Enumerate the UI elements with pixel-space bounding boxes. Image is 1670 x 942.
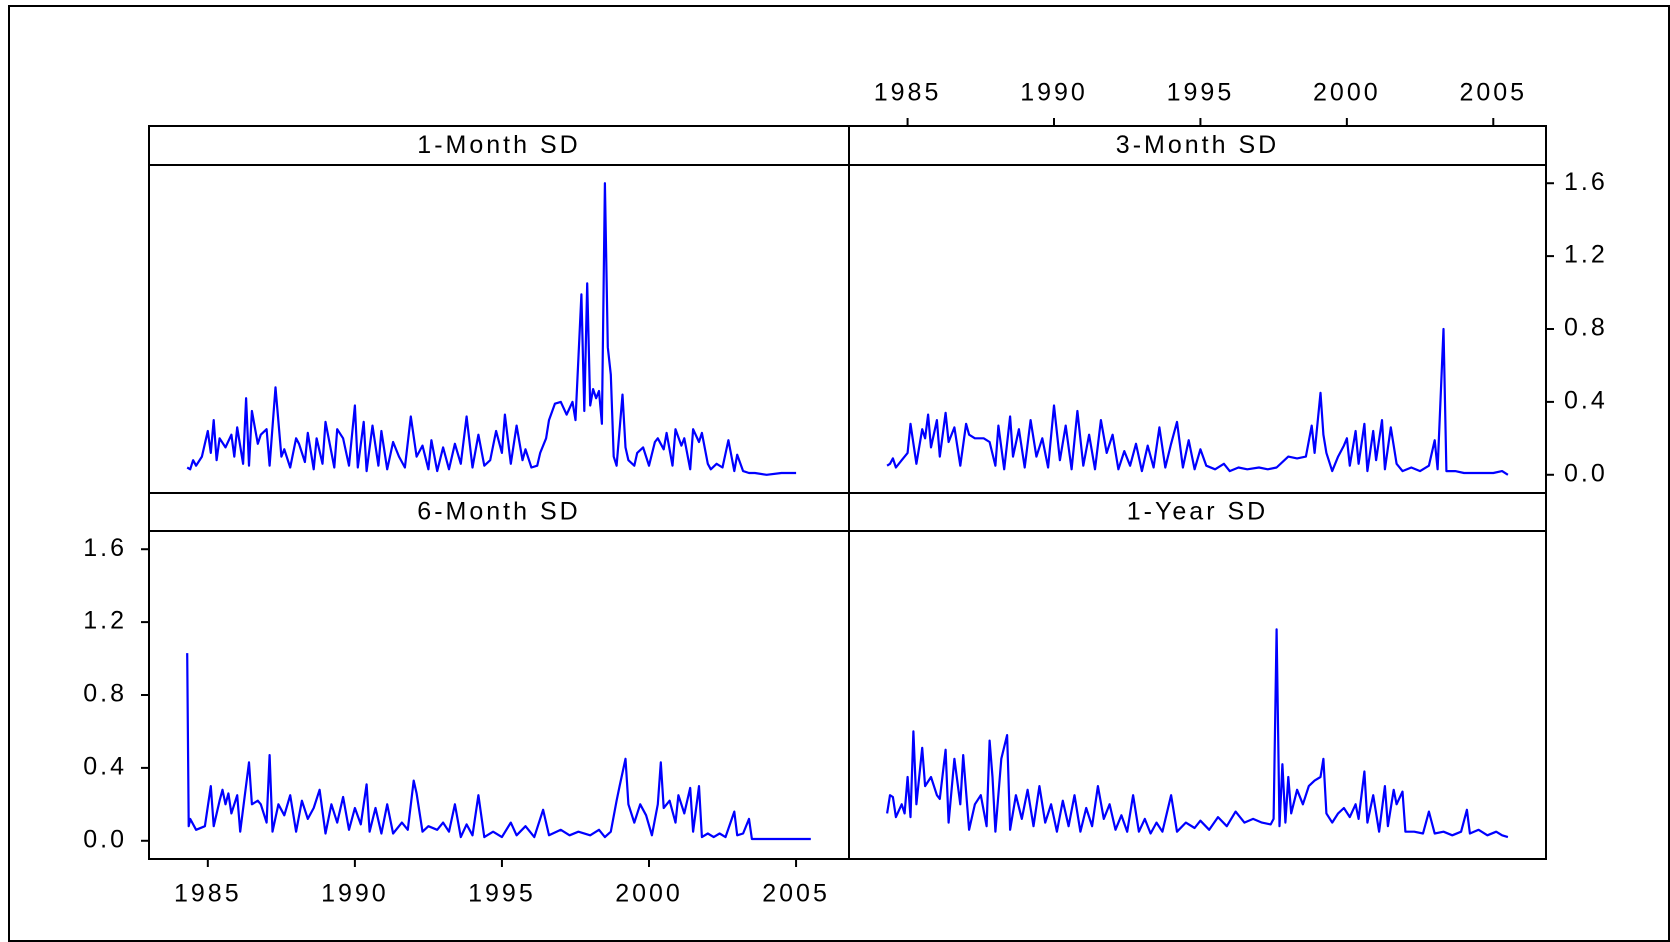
panel-title: 1-Month SD — [417, 131, 580, 159]
x-tick-label: 1990 — [1020, 79, 1088, 107]
y-tick-label: 0.8 — [83, 680, 127, 708]
y-tick-label: 1.6 — [1564, 168, 1608, 196]
x-tick-label: 1985 — [174, 880, 242, 908]
y-tick-label: 1.6 — [83, 534, 127, 562]
panel-title: 1-Year SD — [1127, 498, 1268, 526]
y-tick-label: 1.2 — [1564, 241, 1608, 269]
y-tick-label: 1.2 — [83, 607, 127, 635]
x-tick-label: 1985 — [874, 79, 942, 107]
y-tick-label: 0.0 — [83, 825, 127, 853]
x-tick-label: 2000 — [615, 880, 683, 908]
data-line — [886, 327, 1509, 476]
x-tick-label: 2000 — [1313, 79, 1381, 107]
data-line — [886, 628, 1509, 839]
panel — [148, 530, 850, 860]
panel — [848, 530, 1547, 860]
x-tick-label: 2005 — [762, 880, 830, 908]
y-tick-label: 0.0 — [1564, 459, 1608, 487]
x-tick-label: 2005 — [1459, 79, 1527, 107]
x-tick-label: 1990 — [321, 880, 389, 908]
panel — [848, 164, 1547, 494]
strip — [848, 492, 1547, 532]
frame — [8, 5, 1670, 942]
data-line — [186, 653, 811, 841]
panel-title: 6-Month SD — [417, 498, 580, 526]
x-tick-label: 1995 — [468, 880, 536, 908]
y-tick-label: 0.4 — [1564, 386, 1608, 414]
y-tick-label: 0.4 — [83, 752, 127, 780]
panel-title: 3-Month SD — [1116, 131, 1279, 159]
y-tick-label: 0.8 — [1564, 314, 1608, 342]
data-line — [186, 182, 797, 476]
x-tick-label: 1995 — [1167, 79, 1235, 107]
